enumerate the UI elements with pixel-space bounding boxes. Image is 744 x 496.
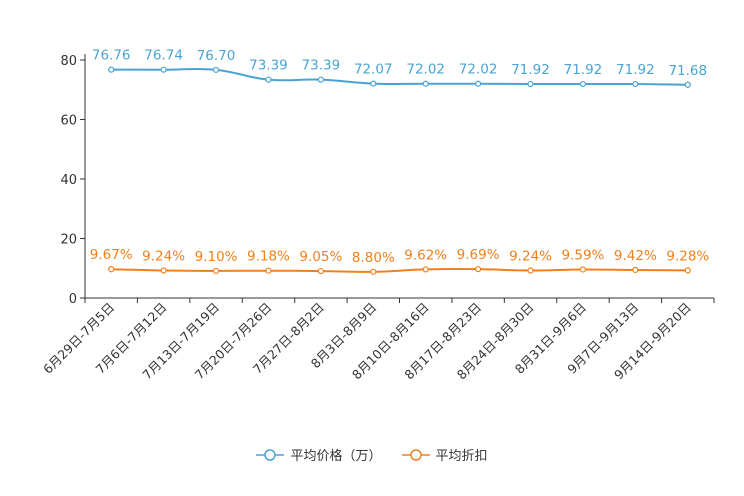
data-label: 8.80% (352, 250, 395, 266)
series-1: 9.67% 9.24% 9.10% 9.18% 9.05% 8.80% 9.62% 9.69%… (90, 247, 709, 275)
data-point (265, 267, 272, 274)
y-tick-label: 40 (60, 173, 77, 188)
legend-label-price: 平均价格（万） (290, 449, 382, 464)
data-label: 71.92 (511, 62, 550, 78)
data-label: 73.39 (302, 58, 341, 74)
y-tick-label: 80 (60, 54, 77, 69)
y-tick-label: 0 (69, 292, 77, 307)
data-label: 9.62% (404, 247, 447, 263)
data-point (475, 266, 482, 273)
data-point (632, 80, 639, 88)
data-label: 71.92 (616, 62, 655, 78)
data-point (370, 268, 377, 275)
data-label: 71.92 (564, 62, 603, 78)
data-point (160, 66, 167, 73)
data-point (527, 80, 534, 88)
data-point (422, 80, 429, 87)
legend-item-discount[interactable]: 平均折扣 (401, 445, 488, 464)
data-point (265, 76, 272, 83)
data-point (212, 66, 220, 73)
data-point (370, 80, 377, 87)
x-axis: 6月29日-7月5日7月6日-7月12日7月13日-7月19日7月20日-7月2… (40, 297, 715, 382)
data-point (684, 267, 691, 274)
data-point (108, 266, 115, 273)
data-label: 9.67% (90, 247, 133, 263)
data-label: 71.68 (668, 63, 707, 79)
data-label: 9.69% (457, 247, 500, 263)
y-axis: 0 20 40 60 80 (60, 54, 86, 307)
series-layer: 76.76 76.74 76.70 73.39 73.39 72.07 72.02 72.02… (90, 48, 709, 275)
legend-line-circle-icon (256, 448, 285, 461)
data-label: 9.05% (299, 249, 342, 265)
legend: 平均价格（万） 平均折扣 (0, 445, 744, 464)
data-label: 9.18% (247, 249, 290, 265)
data-label: 9.59% (562, 247, 605, 263)
data-point (212, 267, 220, 275)
data-label: 9.42% (614, 248, 657, 264)
data-label: 76.70 (197, 48, 236, 64)
data-label: 9.28% (666, 248, 709, 264)
data-label: 72.07 (354, 62, 393, 78)
legend-line-circle-icon (401, 448, 430, 461)
data-label: 72.02 (406, 62, 445, 78)
data-label: 76.76 (92, 48, 131, 64)
data-label: 9.24% (142, 249, 185, 265)
series-0: 76.76 76.74 76.70 73.39 73.39 72.07 72.02 72.02… (92, 48, 707, 88)
data-point (579, 80, 587, 88)
y-tick-label: 20 (60, 233, 77, 248)
series-line (111, 67, 688, 86)
data-point (317, 76, 324, 83)
data-label: 9.24% (509, 249, 552, 265)
y-tick-label: 60 (60, 114, 77, 129)
data-label: 72.02 (459, 62, 498, 78)
data-point (684, 81, 691, 88)
data-point (108, 66, 115, 73)
data-point (422, 266, 429, 273)
data-point (317, 267, 324, 275)
legend-label-discount: 平均折扣 (435, 449, 488, 464)
data-point (632, 266, 639, 274)
data-label: 9.10% (195, 249, 238, 265)
data-point (160, 267, 167, 274)
series-line (111, 267, 688, 273)
data-point (579, 266, 587, 273)
data-label: 76.74 (144, 48, 183, 64)
data-label: 73.39 (249, 58, 288, 74)
data-point (475, 80, 482, 87)
data-point (527, 267, 534, 274)
legend-item-price[interactable]: 平均价格（万） (256, 445, 382, 464)
